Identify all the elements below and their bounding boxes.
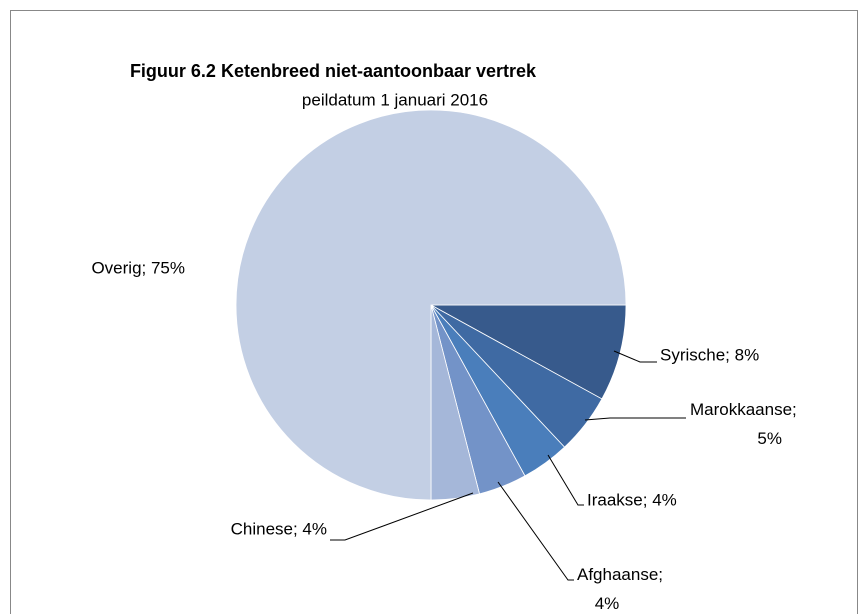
data-label: Syrische; 8% [660, 345, 759, 364]
label-line: Marokkaanse; [690, 400, 797, 419]
leader-line [547, 454, 584, 506]
label-line: 4% [595, 594, 620, 613]
label-line: Afghaanse; [577, 565, 663, 584]
chart-title: Figuur 6.2 Ketenbreed niet-aantoonbaar v… [130, 61, 537, 81]
data-label: Marokkaanse; 5% [690, 400, 797, 448]
data-label: Chinese; 4% [231, 519, 327, 538]
chart-subtitle: peildatum 1 januari 2016 [302, 90, 488, 109]
data-label: Overig; 75% [91, 258, 185, 277]
leader-line [613, 350, 657, 363]
leader-line [584, 417, 686, 421]
label-line: 5% [757, 429, 782, 448]
pie-slice: Overig [235, 109, 627, 501]
leader-line [330, 492, 474, 541]
data-label: Afghaanse; 4% [577, 565, 663, 613]
leader-line [497, 481, 574, 581]
data-label: Iraakse; 4% [587, 490, 677, 509]
